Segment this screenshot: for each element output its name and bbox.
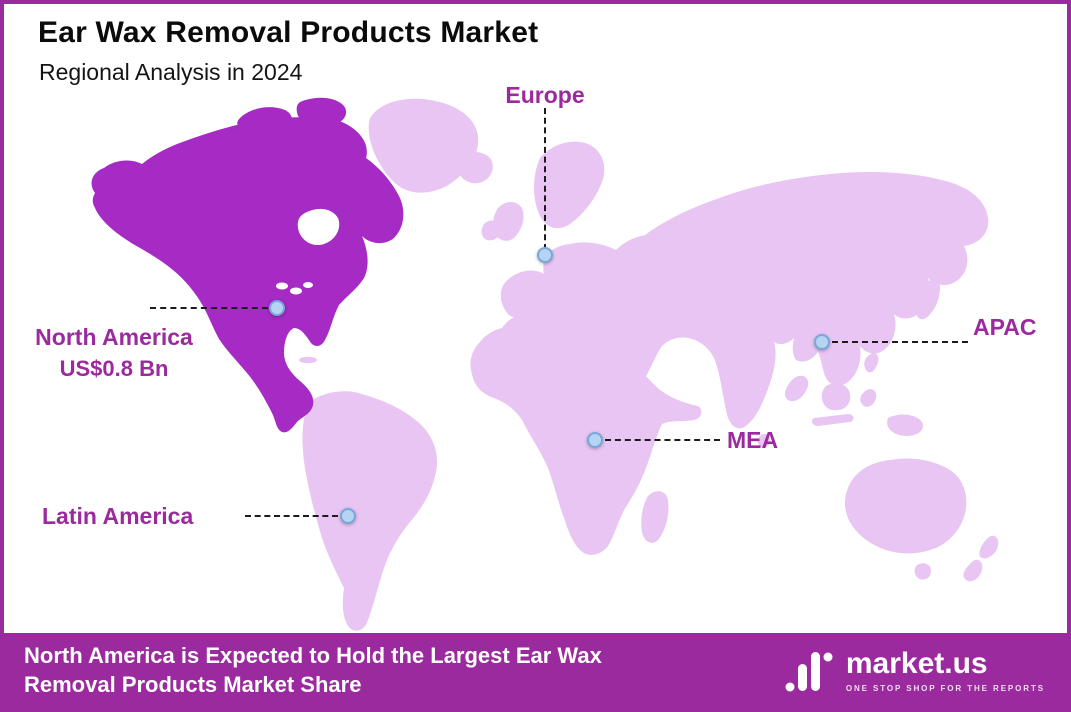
region-philippines — [864, 353, 879, 373]
region-iceland — [457, 152, 493, 184]
footer-headline-line-1: North America is Expected to Hold the La… — [24, 643, 602, 669]
region-label-mea: MEA — [727, 427, 778, 454]
great-lake-2 — [290, 287, 302, 295]
region-new-zealand-north — [979, 535, 999, 559]
world-map — [91, 97, 999, 631]
region-ireland — [481, 220, 501, 241]
brand-text: market.us ONE STOP SHOP FOR THE REPORTS — [845, 646, 1045, 693]
base-regions — [299, 98, 999, 631]
map-marker-north-america — [269, 300, 285, 316]
footer-headline-line-2: Removal Products Market Share — [24, 671, 362, 697]
region-label-apac: APAC — [973, 314, 1036, 341]
region-asia — [590, 172, 989, 429]
region-greenland — [368, 98, 479, 193]
region-arctic-island-1 — [237, 107, 293, 138]
region-value-north-america: US$0.8 Bn — [59, 356, 169, 381]
map-marker-europe — [537, 247, 553, 263]
leader-line-latin-america — [245, 515, 338, 517]
leader-line-north-america — [150, 307, 268, 309]
region-label-latin-america-text: Latin America — [42, 503, 194, 529]
page-title: Ear Wax Removal Products Market — [38, 16, 539, 49]
region-sulawesi — [860, 389, 877, 407]
region-sri-lanka — [757, 433, 770, 448]
brand-logo: market.us ONE STOP SHOP FOR THE REPORTS — [783, 647, 1045, 695]
region-north-america — [91, 117, 404, 433]
region-madagascar — [641, 491, 669, 543]
page-subtitle: Regional Analysis in 2024 — [39, 59, 303, 85]
region-borneo — [821, 383, 851, 411]
footer-headline: North America is Expected to Hold the La… — [24, 642, 602, 698]
region-south-america — [302, 391, 438, 631]
region-label-latin-america: Latin America — [42, 503, 193, 530]
leader-line-apac — [832, 341, 968, 343]
region-new-zealand-south — [963, 559, 983, 582]
region-new-guinea — [887, 414, 924, 436]
map-marker-mea — [587, 432, 603, 448]
region-scandinavia — [534, 141, 605, 229]
region-sumatra — [785, 375, 809, 402]
water-features — [276, 208, 340, 295]
great-lake-3 — [303, 282, 313, 288]
region-arctic-island-2 — [296, 97, 347, 128]
region-arctic-island-3 — [310, 134, 352, 161]
hudson-bay — [297, 208, 340, 246]
map-marker-latin-america — [340, 508, 356, 524]
brand-name: market.us — [845, 646, 988, 680]
map-marker-apac — [814, 334, 830, 350]
market-us-logo-icon — [785, 651, 833, 691]
region-cuba — [299, 356, 317, 364]
highlighted-regions — [91, 97, 404, 433]
region-tasmania — [914, 563, 931, 580]
region-japan — [915, 279, 940, 320]
region-label-apac-text: APAC — [973, 314, 1037, 340]
leader-line-mea — [605, 439, 720, 441]
great-lake-1 — [276, 282, 288, 290]
region-label-north-america: North America US$0.8 Bn — [12, 324, 216, 382]
brand-tagline: ONE STOP SHOP FOR THE REPORTS — [845, 683, 1045, 693]
region-label-mea-text: MEA — [727, 427, 779, 453]
region-uk — [493, 202, 524, 241]
header: Ear Wax Removal Products Market Regional… — [38, 16, 538, 86]
leader-line-europe — [544, 108, 546, 250]
region-java — [811, 414, 854, 426]
region-label-europe: Europe — [485, 82, 605, 109]
region-africa — [470, 311, 702, 555]
footer-banner: North America is Expected to Hold the La… — [4, 633, 1067, 708]
region-australia — [845, 458, 967, 554]
region-label-north-america-text: North America — [35, 324, 193, 350]
region-label-europe-text: Europe — [505, 82, 585, 108]
